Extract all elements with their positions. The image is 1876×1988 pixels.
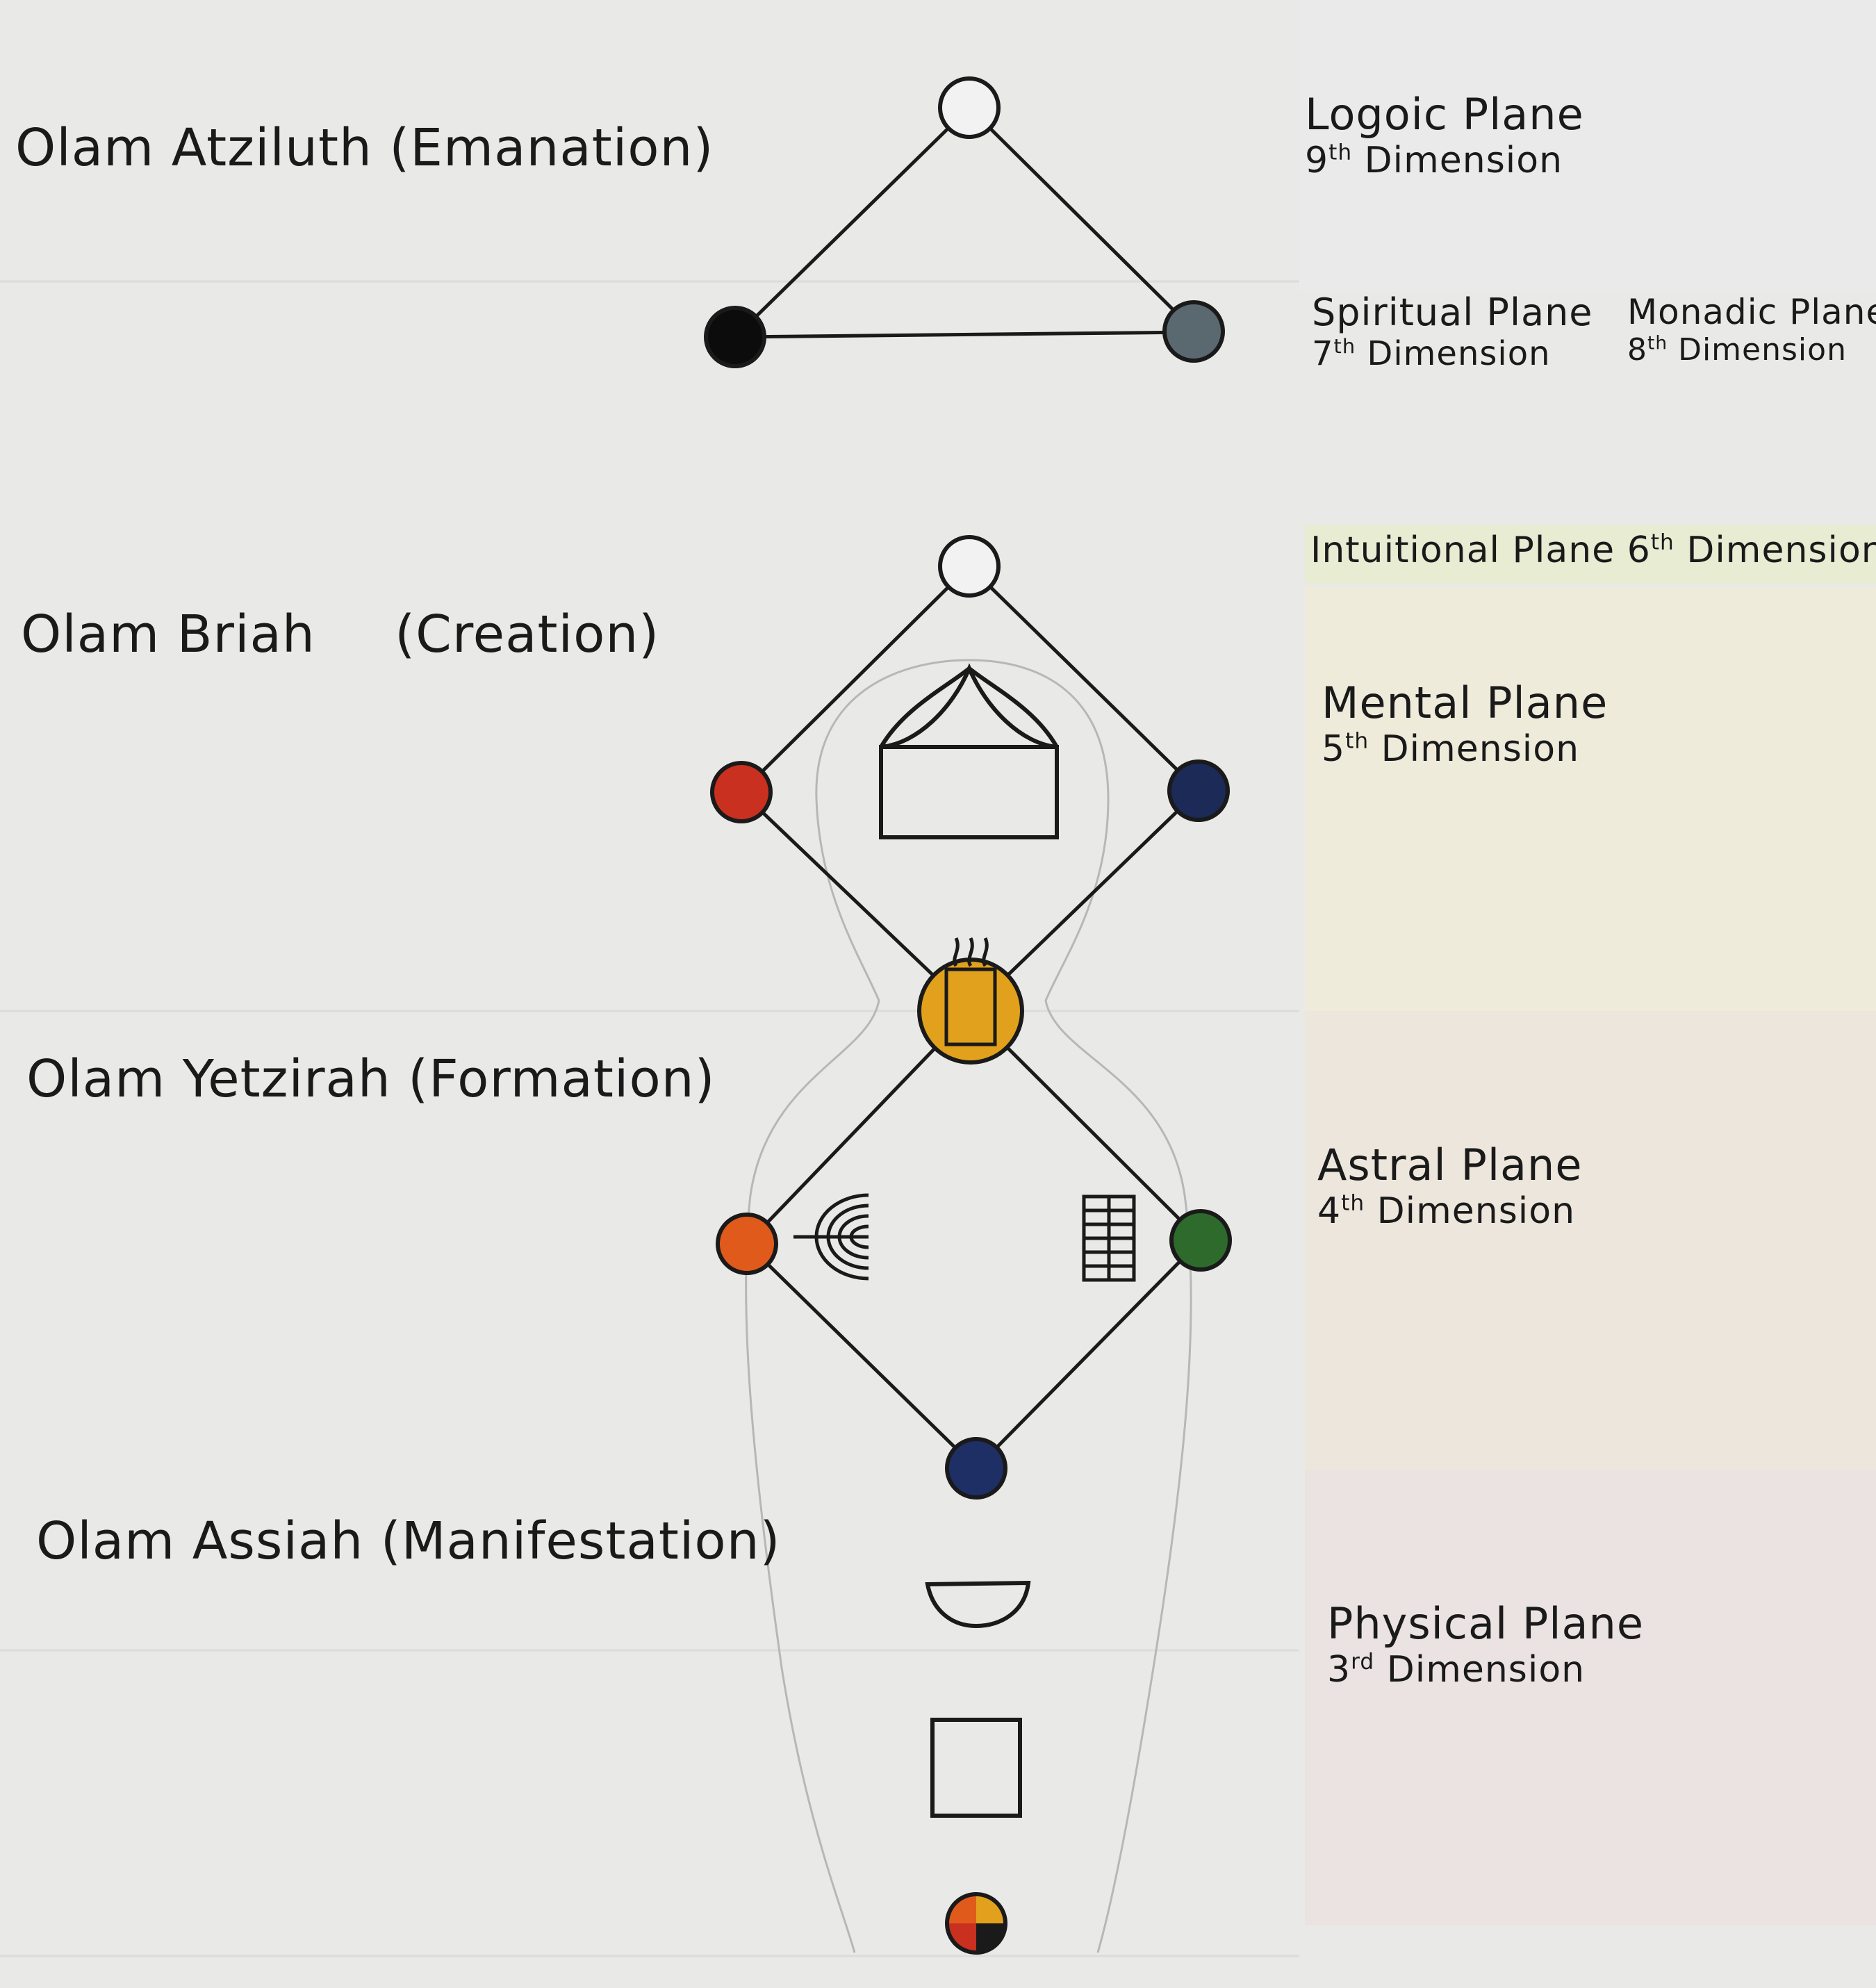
world-label-yetzirah: Olam Yetzirah (Formation) [26,1049,716,1109]
plane-name: Monadic Plane [1627,292,1876,332]
plane-dimension: 8th Dimension [1627,332,1847,368]
plane-label-monadic: Monadic Plane 8th Dimension [1627,292,1876,368]
world-name: Olam Atziluth [15,118,372,178]
plane-dimension: 9th Dimension [1305,140,1563,181]
plane-label-mental: Mental Plane 5th Dimension [1322,677,1608,770]
lower-diamond [746,1010,1202,1470]
body-outline [745,659,1192,1953]
plane-dimension: 4th Dimension [1317,1190,1576,1232]
plane-name: Logoic Plane [1305,89,1584,140]
node-yesod [945,1437,1007,1500]
band-logoic [1299,0,1876,292]
guide-lines [0,280,1299,1957]
plane-label-astral: Astral Plane 4th Dimension [1317,1140,1583,1232]
brazen-altar-icon [930,1718,1022,1818]
menorah-icon [793,1193,869,1281]
world-meaning: (Formation) [408,1049,716,1109]
band-astral [1305,1011,1876,1470]
node-geburah [710,761,773,823]
plane-dimension: 3rd Dimension [1327,1649,1586,1691]
supernal-triangle [734,106,1195,339]
band-intuitional [1305,525,1876,584]
node-chesed [1167,759,1230,822]
world-meaning: (Manifestation) [380,1511,781,1571]
node-netzach [1169,1209,1232,1272]
plane-name: Spiritual Plane [1312,290,1593,334]
world-label-briah: Olam Briah (Creation) [21,605,659,664]
plane-label-intuitional: Intuitional Plane 6th Dimension [1310,529,1876,571]
world-name: Olam Briah [21,605,315,664]
temple-icon [879,663,1059,839]
incense-altar-icon [944,937,997,1046]
plane-dimension: 7th Dimension [1312,334,1551,373]
laver-bowl-icon [925,1580,1031,1629]
plane-label-physical: Physical Plane 3rd Dimension [1327,1598,1644,1691]
band-mental [1305,587,1876,1011]
world-name: Olam Assiah [36,1511,364,1571]
plane-dimension: 6th Dimension [1627,529,1876,571]
node-chokmah [1162,300,1225,363]
world-label-assiah: Olam Assiah (Manifestation) [36,1511,780,1571]
plane-name: Intuitional Plane [1310,529,1615,571]
plane-label-spiritual: Spiritual Plane 7th Dimension [1312,290,1593,373]
band-physical [1305,1470,1876,1925]
node-malkuth [945,1892,1007,1955]
node-daath [938,535,1001,598]
world-meaning: (Creation) [395,605,660,664]
plane-name: Astral Plane [1317,1140,1583,1190]
node-tiphareth [917,958,1024,1065]
world-label-atziluth: Olam Atziluth (Emanation) [15,118,714,178]
node-binah [704,306,766,368]
node-kether [938,76,1001,139]
world-name: Olam Yetzirah [26,1049,391,1109]
plane-name: Mental Plane [1322,677,1608,728]
node-hod [716,1213,778,1275]
plane-name: Physical Plane [1327,1598,1644,1649]
plane-dimension: 5th Dimension [1322,728,1580,770]
world-meaning: (Emanation) [389,118,714,178]
plane-label-logoic: Logoic Plane 9th Dimension [1305,89,1584,181]
showbread-table-icon [1082,1194,1136,1282]
